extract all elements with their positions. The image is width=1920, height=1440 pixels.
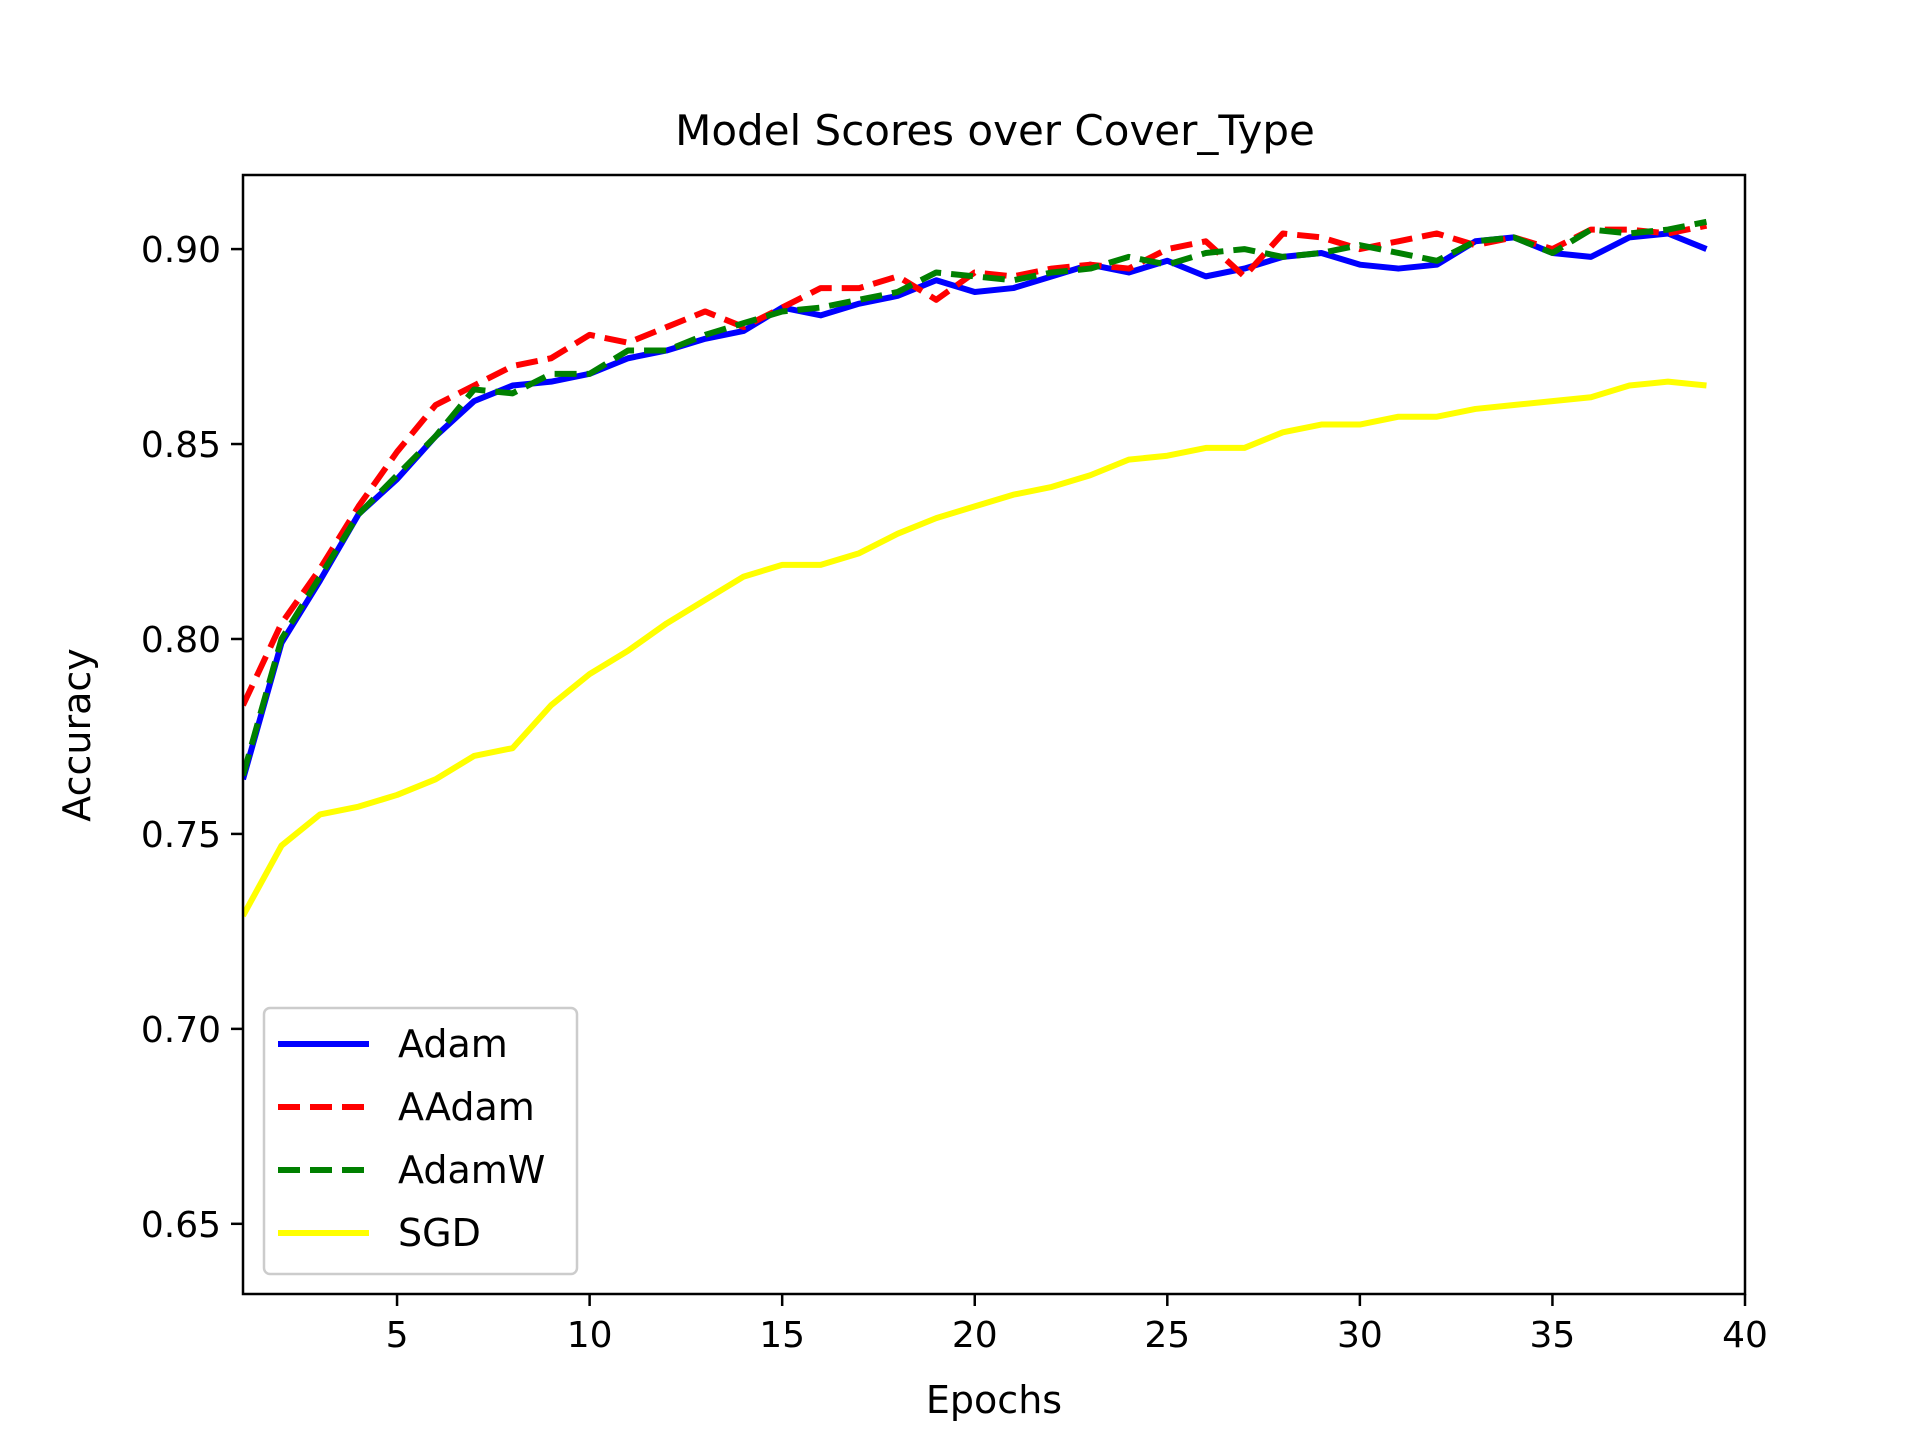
x-axis: 5 10 15 20 25 30 35 40 xyxy=(386,1294,1768,1356)
x-axis-label: Epochs xyxy=(926,1378,1062,1422)
legend: Adam AAdam AdamW SGD xyxy=(262,1006,579,1276)
x-tick-label: 25 xyxy=(1144,1315,1190,1356)
x-tick-label: 30 xyxy=(1337,1315,1383,1356)
y-tick-label: 0.80 xyxy=(141,620,221,661)
y-axis-label: Accuracy xyxy=(55,648,99,822)
y-tick-label: 0.65 xyxy=(141,1205,221,1246)
legend-label: SGD xyxy=(398,1211,481,1255)
y-tick-label: 0.90 xyxy=(141,230,221,271)
series-line-sgd xyxy=(243,378,1707,918)
y-tick-label: 0.85 xyxy=(141,425,221,466)
plot-clip-group xyxy=(243,218,1708,918)
legend-box xyxy=(262,1006,579,1276)
x-tick-label: 15 xyxy=(759,1315,805,1356)
legend-label: AdamW xyxy=(398,1148,545,1192)
series-layer xyxy=(243,218,1708,918)
series-line-aadam xyxy=(243,222,1708,707)
y-tick-label: 0.70 xyxy=(141,1010,221,1051)
y-tick-label: 0.75 xyxy=(141,815,221,856)
chart-title: Model Scores over Cover_Type xyxy=(675,106,1315,155)
x-tick-label: 5 xyxy=(386,1315,409,1356)
x-tick-label: 10 xyxy=(567,1315,613,1356)
legend-label: AAdam xyxy=(398,1085,535,1129)
x-tick-label: 35 xyxy=(1530,1315,1576,1356)
legend-label: Adam xyxy=(398,1022,508,1066)
series-line-adamw xyxy=(243,218,1708,777)
y-axis: 0.65 0.70 0.75 0.80 0.85 0.90 xyxy=(141,230,243,1246)
plot-area-frame xyxy=(241,173,1747,1296)
x-tick-label: 40 xyxy=(1722,1315,1768,1356)
x-tick-label: 20 xyxy=(952,1315,998,1356)
